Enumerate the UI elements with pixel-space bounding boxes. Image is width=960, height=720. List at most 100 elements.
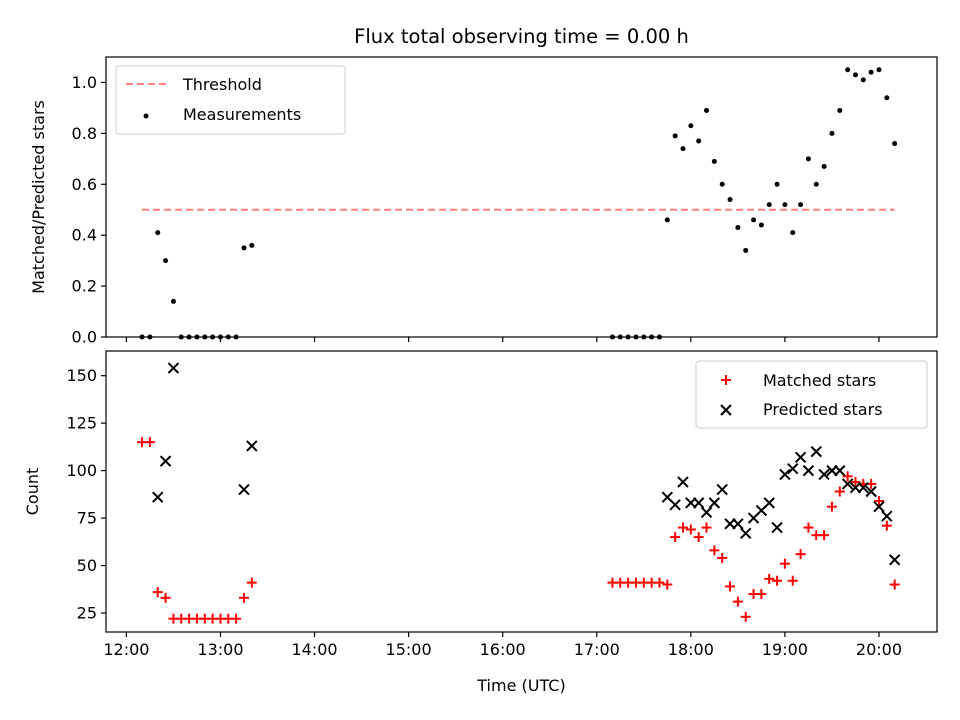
bottom-y-tick-label: 125 xyxy=(66,414,97,433)
predicted-star-point xyxy=(802,464,815,477)
legend-predicted-swatch xyxy=(720,404,732,416)
predicted-star-point xyxy=(841,478,854,490)
top-y-axis-label: Matched/Predicted stars xyxy=(29,100,48,294)
top-y-ticks: 0.0 0.2 0.4 0.6 0.8 1.0 xyxy=(72,73,106,347)
predicted-star-point xyxy=(865,485,877,498)
matched-star-point xyxy=(693,532,704,543)
matched-star-point xyxy=(152,587,163,598)
measurement-point xyxy=(672,133,678,139)
matched-star-point xyxy=(144,437,155,448)
predicted-star-point xyxy=(740,527,752,539)
measurement-point xyxy=(766,202,772,208)
legend-predicted-label: Predicted stars xyxy=(763,400,883,419)
predicted-star-point xyxy=(787,463,799,475)
top-legend-box xyxy=(115,65,346,135)
predicted-star-point xyxy=(708,497,721,509)
predicted-star-point xyxy=(763,497,775,509)
predicted-star-point-b xyxy=(159,455,172,467)
matched-stars-points xyxy=(137,437,900,624)
top-y-tick-label: 0.2 xyxy=(72,277,97,296)
measurement-point xyxy=(719,181,725,187)
matched-star-point xyxy=(160,592,171,603)
predicted-star-point xyxy=(167,362,180,374)
legend-x-marker xyxy=(720,404,732,416)
top-y-tick-label: 1.0 xyxy=(72,73,97,92)
bottom-panel: Count Time (UTC) 25 50 75 100 125 150 12:00 13… xyxy=(23,350,938,695)
measurement-point xyxy=(868,69,874,75)
predicted-star-point-b xyxy=(692,497,705,509)
measurement-point xyxy=(790,230,796,236)
top-axes-frame xyxy=(105,56,938,338)
x-tick-label: 17:00 xyxy=(574,640,620,659)
legend-matched-label: Matched stars xyxy=(763,371,876,390)
matched-star-point xyxy=(842,471,853,482)
predicted-star-point-b xyxy=(763,497,775,509)
predicted-star-point-b xyxy=(740,527,752,539)
measurement-point xyxy=(727,197,733,203)
bottom-y-tick-label: 25 xyxy=(77,604,97,623)
bottom-y-tick-label: 100 xyxy=(66,461,97,480)
matched-star-point xyxy=(685,524,696,535)
matched-star-point xyxy=(826,501,837,512)
matched-star-point xyxy=(670,532,681,543)
measurement-point xyxy=(758,222,764,228)
matched-star-point xyxy=(662,579,673,590)
matched-star-point xyxy=(850,477,861,488)
legend-threshold-label: Threshold xyxy=(182,75,262,94)
measurement-point xyxy=(704,107,710,113)
matched-star-point xyxy=(725,581,736,592)
matched-star-point xyxy=(779,558,790,569)
bottom-y-tick-label: 75 xyxy=(77,509,97,528)
x-tick-label: 20:00 xyxy=(856,640,902,659)
matched-star-point xyxy=(795,549,806,560)
predicted-star-point-b xyxy=(677,476,689,488)
matched-star-point xyxy=(701,522,712,533)
matched-star-point xyxy=(889,579,900,590)
predicted-star-point xyxy=(238,483,250,496)
predicted-star-point-b xyxy=(818,468,830,481)
predicted-star-point xyxy=(732,518,744,530)
matched-star-point xyxy=(772,575,783,586)
matched-star-point xyxy=(881,520,892,531)
top-x-ticks xyxy=(125,337,880,342)
predicted-star-point-b xyxy=(716,483,728,496)
measurement-point xyxy=(892,141,898,147)
matched-star-point xyxy=(732,596,743,607)
predicted-star-point-b xyxy=(857,481,870,494)
x-axis-label: Time (UTC) xyxy=(476,676,565,695)
predicted-star-point-b xyxy=(873,500,885,513)
x-tick-label: 12:00 xyxy=(103,640,149,659)
predicted-star-point-b xyxy=(865,485,877,498)
predicted-star-point xyxy=(881,510,893,522)
predicted-star-point xyxy=(834,464,846,477)
x-tick-label: 14:00 xyxy=(291,640,337,659)
predicted-star-point-b xyxy=(787,463,799,475)
measurement-point xyxy=(821,163,827,169)
predicted-star-point xyxy=(888,554,901,566)
x-tick-label: 13:00 xyxy=(197,640,243,659)
bottom-x-ticks: 12:00 13:00 14:00 15:00 16:00 17:00 18:00 19:00… xyxy=(103,632,902,659)
x-tick-label: 19:00 xyxy=(762,640,808,659)
measurement-point xyxy=(743,247,749,253)
predicted-star-point-b xyxy=(771,521,783,534)
predicted-star-point xyxy=(677,476,689,488)
predicted-star-point-b xyxy=(802,464,815,477)
top-y-tick-label: 0.0 xyxy=(72,328,97,347)
predicted-star-point-b xyxy=(669,499,681,511)
predicted-star-point xyxy=(794,451,807,464)
measurement-point xyxy=(774,181,780,187)
predicted-star-point-b xyxy=(661,491,674,503)
bottom-y-tick-label: 50 xyxy=(77,556,97,575)
top-y-tick-label: 0.4 xyxy=(72,226,97,245)
predicted-star-point-b xyxy=(700,506,713,519)
measurement-point xyxy=(860,77,866,83)
measurement-point xyxy=(837,107,843,113)
bottom-legend-box xyxy=(695,360,928,429)
measurement-point xyxy=(680,146,686,152)
matched-star-point xyxy=(740,611,751,622)
predicted-star-point-b xyxy=(834,464,846,477)
measurement-point xyxy=(845,67,851,73)
predicted-star-point xyxy=(779,468,791,481)
measurement-point xyxy=(249,242,255,248)
